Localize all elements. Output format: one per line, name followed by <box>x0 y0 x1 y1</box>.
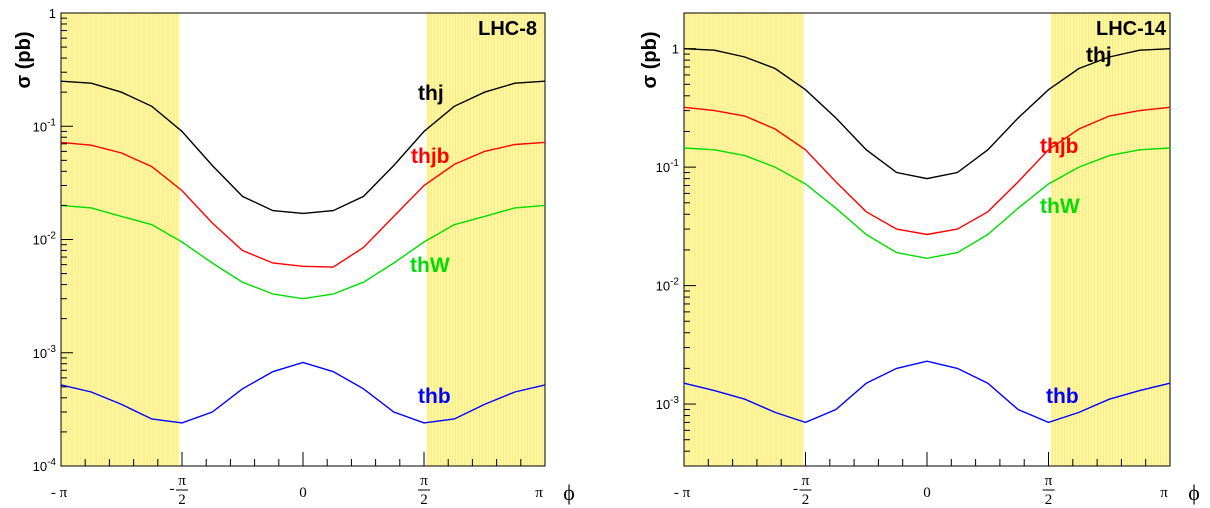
y-axis-label: σ (pb) <box>13 32 35 89</box>
y-axis-label: σ (pb) <box>639 32 661 89</box>
series-line-thjb <box>60 141 546 268</box>
y-tick-label: 10-1 <box>656 158 680 175</box>
x-tick-label: 0 <box>299 485 307 501</box>
excluded-region <box>684 13 804 466</box>
x-tick-numerator: π <box>420 473 428 489</box>
chart-2: 10-310-210-11- π - π2 0π2 π ϕσ (pb)LHC-14thjt… <box>639 12 1200 508</box>
x-tick-label: - π <box>51 485 68 501</box>
series-label-thjb: thjb <box>411 145 449 168</box>
x-tick-minus: - <box>170 481 175 497</box>
chart-title: LHC-8 <box>478 18 537 40</box>
chart-title: LHC-14 <box>1096 18 1167 40</box>
x-tick-denominator: 2 <box>420 492 428 508</box>
series-line-thW <box>683 147 1171 260</box>
x-axis-label: ϕ <box>1188 480 1200 505</box>
series-label-thb: thb <box>1046 385 1079 408</box>
x-tick-label: π <box>535 485 543 501</box>
series-label-thW: thW <box>1040 195 1080 218</box>
series-line-thb <box>683 360 1171 424</box>
y-tick-label: 1 <box>672 42 679 57</box>
y-tick-label: 1 <box>49 6 56 21</box>
x-tick-label: - π 2 <box>170 473 188 508</box>
x-tick-numerator: π <box>802 473 810 489</box>
x-tick-minus: - <box>793 481 798 497</box>
x-tick-label: - π <box>674 485 691 501</box>
series-label-thjb: thjb <box>1040 135 1078 158</box>
series-label-thb: thb <box>418 385 451 408</box>
x-tick-label: π <box>1160 485 1168 501</box>
y-tick-label: 10-2 <box>33 231 57 248</box>
y-tick-label: 10-2 <box>656 277 680 294</box>
x-tick-denominator: 2 <box>802 492 810 508</box>
x-tick-label: π2 <box>1042 473 1055 508</box>
series-line-thW <box>60 204 546 300</box>
series-line-thjb <box>683 106 1171 236</box>
y-tick-label: 10-1 <box>33 117 57 134</box>
x-tick-label: - π 2 <box>793 473 812 508</box>
y-tick-label: 10-4 <box>33 457 57 474</box>
x-axis-label: ϕ <box>563 480 575 505</box>
series-line-thj <box>683 48 1171 180</box>
x-tick-numerator: π <box>178 473 186 489</box>
x-tick-label: 0 <box>923 485 931 501</box>
y-tick-label: 10-3 <box>656 395 680 412</box>
y-tick-label: 10-3 <box>33 344 57 361</box>
x-tick-numerator: π <box>1045 473 1053 489</box>
series-line-thj <box>60 80 546 215</box>
series-line-thb <box>60 361 546 424</box>
series-label-thW: thW <box>410 254 450 277</box>
x-tick-denominator: 2 <box>178 492 186 508</box>
chart-1: 10-410-310-210-11- π - π2 0π2 π ϕσ (pb)LHC-8t… <box>13 6 575 508</box>
x-tick-denominator: 2 <box>1045 492 1053 508</box>
series-label-thj: thj <box>418 82 444 105</box>
series-label-thj: thj <box>1086 44 1112 67</box>
x-tick-label: π2 <box>418 473 430 508</box>
